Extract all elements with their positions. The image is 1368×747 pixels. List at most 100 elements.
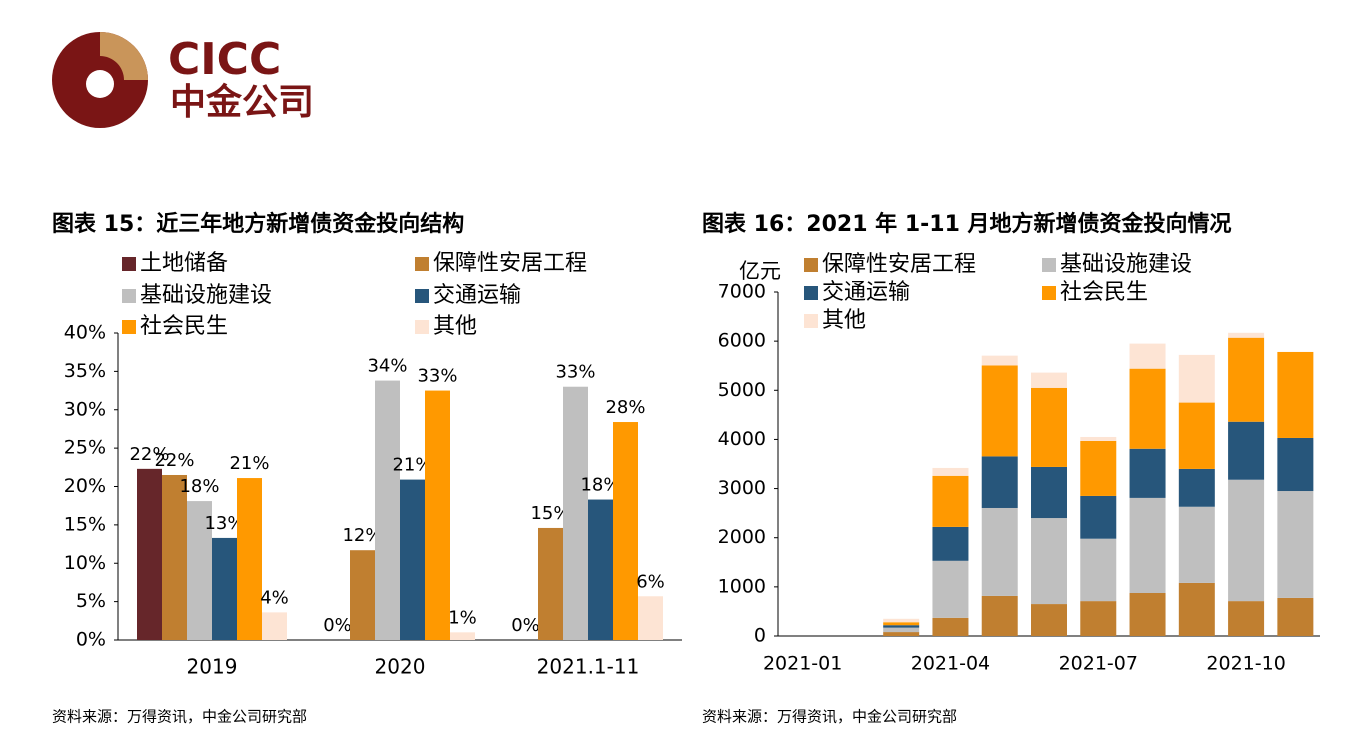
bar-segment [1031, 604, 1067, 636]
bar [588, 499, 613, 640]
legend-swatch [415, 289, 429, 303]
x-tick-label: 2020 [375, 655, 426, 679]
bar-segment [1277, 437, 1314, 492]
bar-segment [981, 456, 1018, 508]
brand-cn: 中金公司 [170, 81, 314, 123]
bar-segment [932, 526, 969, 561]
bar [137, 468, 162, 640]
bar [237, 478, 262, 640]
y-axis-label: 亿元 [739, 259, 781, 283]
data-label: 15% [530, 503, 570, 524]
bar-segment [981, 355, 1018, 366]
legend-swatch [1042, 258, 1056, 272]
bar-segment [1129, 368, 1166, 449]
y-tick-label: 5000 [718, 379, 766, 401]
data-label: 4% [260, 587, 289, 608]
brand: CICC [168, 34, 281, 85]
x-tick-label: 2021-07 [1059, 653, 1138, 675]
data-label: 12% [342, 525, 382, 546]
y-tick-label: 1000 [718, 575, 766, 597]
bar [350, 550, 375, 640]
bar-segment [932, 475, 969, 527]
data-label: 0% [323, 615, 352, 636]
bar [563, 386, 588, 640]
legend-swatch [415, 257, 429, 271]
data-label: 34% [367, 356, 407, 377]
bar-segment [883, 627, 920, 633]
legend-label: 社会民生 [1060, 280, 1148, 305]
data-label: 21% [392, 455, 432, 476]
data-label: 18% [179, 476, 219, 497]
bar [425, 390, 450, 640]
bar-segment [1178, 468, 1215, 507]
legend-swatch [122, 257, 136, 271]
chart-title: 图表 16：2021 年 1-11 月地方新增债资金投向情况 [702, 211, 1232, 237]
y-tick-label: 20% [64, 475, 106, 497]
y-tick-label: 35% [64, 360, 106, 382]
bar-segment [1080, 538, 1117, 602]
bar-segment [932, 560, 969, 618]
legend-swatch [804, 314, 818, 328]
data-label: 33% [417, 366, 457, 387]
bar [212, 537, 237, 640]
legend-swatch [122, 289, 136, 303]
bar-segment [1031, 518, 1067, 605]
y-tick-label: 4000 [718, 428, 766, 450]
bar-segment [1277, 351, 1314, 438]
legend-swatch [804, 258, 818, 272]
bar-segment [1080, 440, 1117, 496]
data-label: 0% [511, 615, 540, 636]
bar-segment [1129, 448, 1166, 498]
y-tick-label: 0 [754, 625, 766, 647]
data-label: 1% [448, 607, 477, 628]
bar [400, 479, 425, 640]
bar-segment [1178, 402, 1215, 469]
bar-segment [1277, 491, 1314, 598]
logo-hole [86, 70, 114, 98]
y-tick-label: 30% [64, 398, 106, 420]
bar-segment [1228, 601, 1265, 636]
y-tick-label: 7000 [718, 281, 766, 303]
legend-label: 交通运输 [822, 280, 910, 305]
bar-segment [1080, 436, 1117, 441]
bar-segment [1129, 497, 1166, 593]
bar-segment [1129, 343, 1166, 369]
bar-segment [883, 625, 920, 628]
legend-swatch [122, 320, 136, 334]
bar [262, 612, 287, 640]
y-tick-label: 0% [76, 629, 106, 651]
x-tick-label: 2021-01 [763, 653, 842, 675]
legend-label: 其他 [822, 308, 866, 333]
bar-segment [1178, 354, 1215, 403]
x-tick-label: 2021.1-11 [537, 655, 640, 679]
data-label: 18% [580, 475, 620, 496]
legend-label: 保障性安居工程 [822, 252, 976, 277]
y-tick-label: 40% [64, 322, 106, 344]
bar-segment [883, 632, 920, 636]
data-label: 22% [154, 450, 194, 471]
data-label: 6% [636, 571, 665, 592]
bar [187, 501, 212, 640]
bar-segment [1031, 466, 1067, 519]
y-tick-label: 6000 [718, 330, 766, 352]
bar-segment [932, 617, 969, 636]
data-label: 28% [605, 397, 645, 418]
source: 资料来源：万得资讯，中金公司研究部 [702, 708, 957, 726]
y-tick-label: 5% [76, 590, 106, 612]
data-label: 22% [129, 444, 169, 465]
bar [613, 422, 638, 640]
bar-segment [1228, 479, 1265, 602]
bar-segment [1031, 387, 1067, 467]
legend-label: 交通运输 [433, 283, 521, 308]
chart-title: 图表 15：近三年地方新增债资金投向结构 [52, 211, 464, 237]
y-tick-label: 25% [64, 437, 106, 459]
bar-segment [1178, 506, 1215, 583]
legend-label: 基础设施建设 [1060, 252, 1192, 277]
data-label: 13% [204, 513, 244, 534]
bar-segment [1228, 421, 1265, 480]
bar-segment [1080, 495, 1117, 539]
legend-swatch [415, 320, 429, 334]
y-tick-label: 2000 [718, 526, 766, 548]
legend-label: 土地储备 [140, 251, 228, 276]
